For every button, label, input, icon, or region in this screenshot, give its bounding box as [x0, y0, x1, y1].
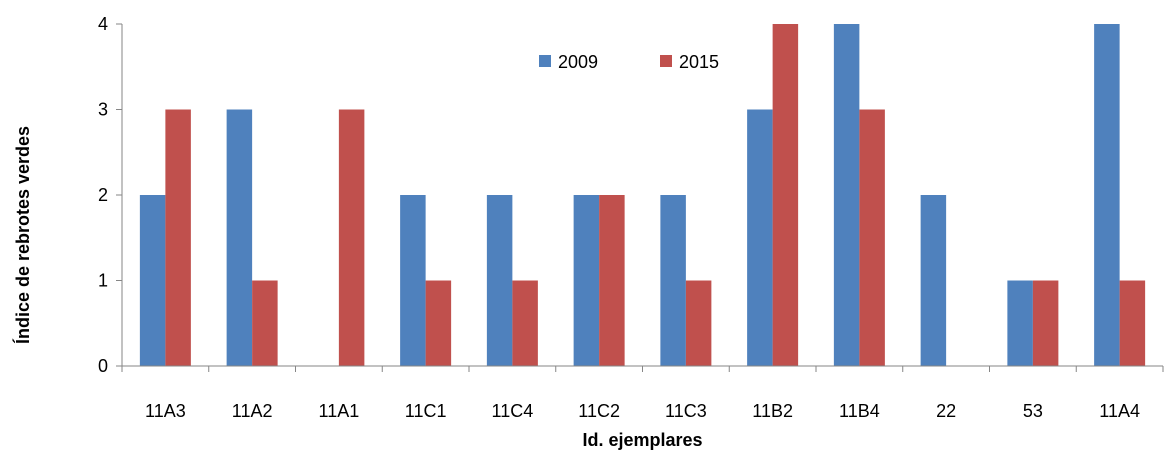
bar-2015-11A2: [252, 280, 278, 366]
legend-label-2009: 2009: [558, 52, 598, 72]
bar-2009-11C3: [660, 195, 686, 366]
bar-2015-11A4: [1119, 280, 1146, 366]
y-tick-label: 0: [98, 356, 108, 376]
x-tick-label: 11B2: [752, 401, 793, 421]
bars: [139, 24, 1146, 366]
bar-2009-11C4: [486, 195, 513, 366]
legend-label-2015: 2015: [679, 52, 719, 72]
x-axis-ticks: 11A3 11A2 11A1 11C1 11C4 11C2 11C3 11B2 11B4 22 53…: [121, 366, 1164, 421]
bar-2015-11A3: [165, 109, 191, 366]
x-tick-label: 11C2: [578, 401, 620, 421]
bar-2009-22: [920, 195, 947, 366]
y-tick-label: 4: [98, 14, 108, 34]
x-tick-label: 11B4: [839, 401, 880, 421]
x-tick-label: 11C3: [665, 401, 707, 421]
x-tick-label: 11C1: [405, 401, 447, 421]
bar-2009-11C2: [573, 195, 600, 366]
bar-2009-53: [1007, 280, 1033, 366]
x-tick-label: 11A1: [319, 401, 360, 421]
x-tick-label: 11A4: [1099, 401, 1140, 421]
x-tick-label: 22: [936, 401, 956, 421]
x-axis-title: Id. ejemplares: [582, 430, 702, 450]
y-axis-title: Índice de rebrotes verdes: [12, 126, 33, 344]
bar-2015-11B2: [772, 24, 799, 366]
bar-2009-11A4: [1094, 24, 1120, 366]
y-tick-label: 1: [98, 271, 108, 291]
y-tick-label: 3: [98, 100, 108, 120]
bar-2009-11B2: [747, 109, 773, 366]
x-tick-label: 11A2: [232, 401, 273, 421]
bar-2015-11A1: [338, 109, 365, 366]
bar-2015-11C2: [599, 195, 625, 366]
bar-2009-11C1: [400, 195, 426, 366]
bar-2015-11C1: [425, 280, 452, 366]
x-tick-label: 53: [1023, 401, 1043, 421]
x-tick-label: 11A3: [145, 401, 186, 421]
legend-swatch-2009: [539, 55, 551, 67]
bar-2009-11A2: [226, 109, 253, 366]
bar-2015-53: [1032, 280, 1059, 366]
y-axis-ticks: 0 1 2 3 4: [98, 14, 122, 376]
bar-2015-11B4: [859, 109, 885, 366]
x-tick-label: 11C4: [492, 401, 534, 421]
legend: 2009 2015: [539, 52, 719, 72]
bar-2015-11C4: [512, 280, 538, 366]
y-tick-label: 2: [98, 185, 108, 205]
legend-swatch-2015: [660, 55, 672, 67]
bar-2009-11B4: [833, 24, 860, 366]
bar-2009-11A3: [139, 195, 166, 366]
bar-2015-11C3: [685, 280, 712, 366]
